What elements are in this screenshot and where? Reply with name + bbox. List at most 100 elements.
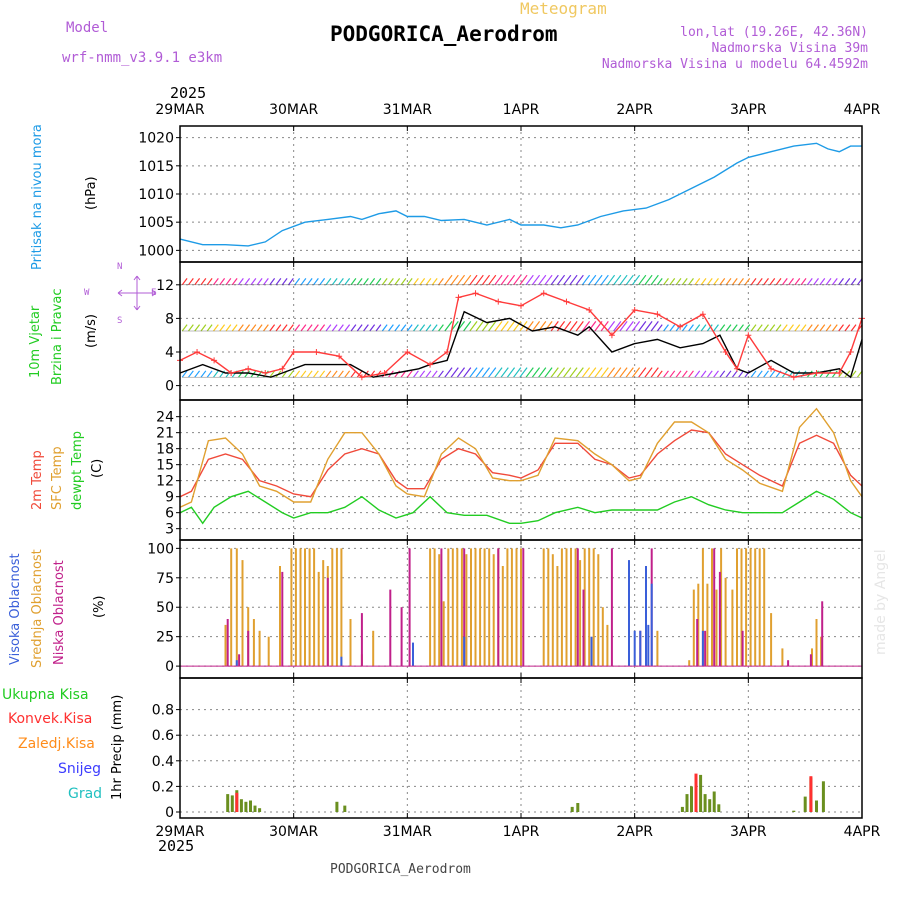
wind-barb: [744, 324, 751, 332]
wind-barb: [656, 278, 663, 286]
precip-unit-label: 1hr Precip (mm): [110, 694, 125, 800]
wind-barb: [831, 324, 838, 332]
wind-barb: [750, 324, 757, 332]
wind-barb: [488, 367, 497, 378]
year-top: 2025: [170, 84, 207, 102]
wind-barb: [431, 278, 438, 286]
y-tick-label: 1020: [138, 131, 174, 147]
wind-barb: [688, 324, 694, 332]
wind-barb: [381, 324, 388, 332]
x-tick-label-top: 4APR: [844, 102, 881, 118]
wind-barb: [763, 278, 769, 286]
wind-barb: [531, 367, 541, 378]
bar-niska: [360, 613, 363, 667]
bar-srednja: [592, 548, 595, 667]
wind-barb: [831, 370, 838, 378]
wind-barb: [625, 321, 634, 332]
bar-srednja: [570, 548, 572, 667]
wind-barb: [494, 367, 503, 378]
gust-marker: [699, 311, 706, 318]
wind-barb: [688, 370, 694, 378]
wind-barb: [681, 324, 688, 332]
wind-barb: [300, 278, 307, 286]
y-tick-label: 0.6: [152, 728, 174, 744]
wind-barb: [481, 274, 491, 286]
wind-barb: [550, 274, 559, 286]
wind-barb: [206, 324, 213, 332]
precip-legend-snow: Snijeg: [58, 761, 102, 777]
wind-barb: [281, 278, 288, 286]
wind-barb: [794, 324, 801, 332]
wind-barb: [619, 274, 628, 286]
wind-barb: [438, 278, 444, 286]
y-tick-label: 9: [165, 490, 174, 506]
bar-srednja: [688, 660, 691, 667]
bar-srednja: [560, 548, 563, 667]
bar-srednja: [492, 554, 495, 667]
wind-side-label-2: Brzina i Pravac: [50, 288, 65, 385]
bar-visoka: [633, 630, 636, 667]
wind-barb: [419, 324, 426, 332]
temp-unit-label: (C): [90, 458, 105, 478]
gust-marker: [336, 353, 343, 360]
compass-north: N: [117, 262, 123, 272]
series-line-brzina: [179, 310, 863, 379]
wind-barb: [581, 367, 591, 378]
wind-barb: [425, 370, 432, 378]
bar-srednja: [470, 548, 472, 667]
temp-side-label-sfc: SFC Temp: [50, 446, 65, 510]
wind-barb: [275, 278, 282, 286]
wind-barb: [319, 324, 326, 332]
wind-barb: [475, 321, 484, 332]
bar-niska: [809, 654, 812, 667]
wind-barb: [750, 370, 757, 378]
wind-barb: [294, 278, 301, 286]
bar-srednja: [740, 548, 743, 667]
wind-barb: [506, 321, 516, 332]
bar-srednja: [781, 648, 784, 667]
wind-barb: [663, 324, 669, 332]
wind-barb: [219, 324, 226, 332]
wind-barb: [469, 274, 478, 286]
wind-barb: [575, 367, 584, 378]
precip-legend-frozen: Zaledj.Kisa: [18, 736, 95, 752]
bar-srednja: [447, 548, 450, 667]
wind-barb: [781, 324, 788, 332]
wind-barb: [556, 367, 566, 378]
bar-niska: [718, 571, 721, 667]
wind-barb: [413, 370, 419, 378]
wind-barb: [556, 274, 566, 286]
y-tick-label: 18: [156, 442, 174, 458]
y-tick-label: 1005: [138, 215, 174, 231]
bar-srednja: [656, 630, 659, 667]
wind-barb: [844, 278, 851, 286]
precip-legend-graupel: Grad: [68, 786, 103, 802]
bar-srednja: [601, 607, 604, 667]
wind-barb: [231, 324, 238, 332]
bar-visoka: [340, 656, 343, 667]
wind-barb: [481, 367, 491, 378]
wind-barb: [294, 324, 301, 332]
bar-srednja: [252, 619, 255, 667]
y-tick-label: 15: [156, 458, 174, 474]
wind-barb: [763, 324, 769, 332]
wind-barb: [438, 370, 444, 378]
gust-marker: [313, 349, 320, 355]
bar-niska: [326, 577, 329, 667]
wind-barb: [456, 367, 466, 378]
bar-srednja: [372, 630, 375, 667]
bar-visoka: [647, 624, 650, 667]
bar-srednja: [322, 560, 325, 667]
wind-barb: [644, 321, 653, 332]
wind-barb: [656, 370, 663, 378]
bar-srednja: [235, 548, 238, 667]
wind-barb: [444, 367, 453, 378]
gust-marker: [381, 370, 388, 376]
wind-barb: [394, 278, 401, 286]
wind-barb: [500, 274, 509, 286]
wind-barb: [406, 324, 413, 332]
wind-barb: [331, 278, 338, 286]
wind-barb: [831, 278, 838, 286]
y-tick-label: 0.4: [152, 754, 174, 770]
